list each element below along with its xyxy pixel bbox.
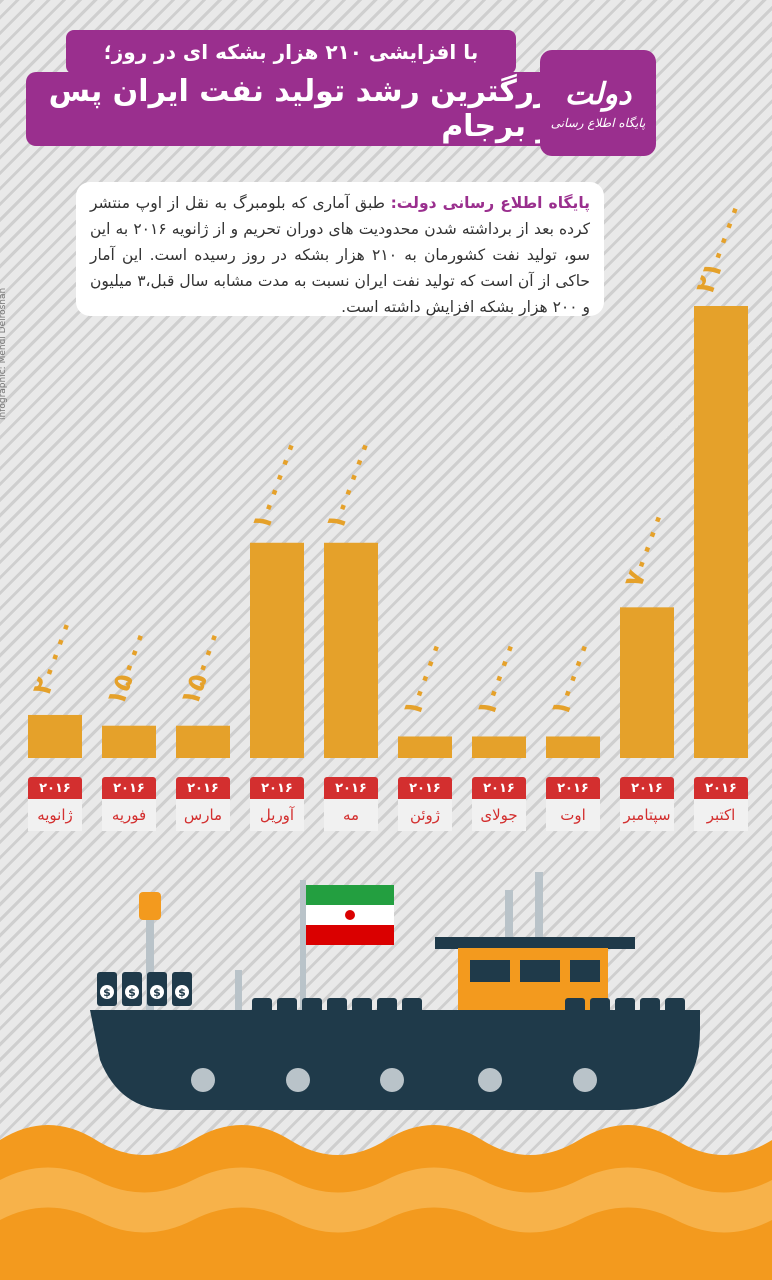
month-name-label: سپتامبر bbox=[620, 799, 674, 831]
month-chip-4: ۲۰۱۶ مه bbox=[324, 777, 378, 831]
oil-tanker-illustration: $$$$$$$$$$$$$$$$ bbox=[90, 872, 700, 1110]
barrel-dollar-badge bbox=[175, 985, 189, 999]
month-name-label: آوریل bbox=[250, 799, 304, 831]
ship-hull bbox=[90, 1010, 700, 1110]
month-name-label: فوریه bbox=[102, 799, 156, 831]
barrel-dollar-sign: $ bbox=[153, 986, 161, 999]
bridge-roof bbox=[435, 937, 635, 949]
porthole-3 bbox=[380, 1068, 404, 1092]
month-name-label: ژوئن bbox=[398, 799, 452, 831]
barrel-dollar-sign: $ bbox=[178, 986, 186, 999]
month-name-label: اوت bbox=[546, 799, 600, 831]
bar-9 bbox=[694, 306, 748, 758]
chimney-right bbox=[535, 872, 543, 942]
month-chip-6: ۲۰۱۶ جولای bbox=[472, 777, 526, 831]
bar-3 bbox=[250, 542, 304, 758]
bar-6 bbox=[472, 736, 526, 758]
month-year-label: ۲۰۱۶ bbox=[398, 777, 452, 799]
month-chip-8: ۲۰۱۶ سپتامبر bbox=[620, 777, 674, 831]
bar-value-label-2: ۱۵۰۰۰ bbox=[175, 625, 230, 710]
mast-mid bbox=[235, 970, 242, 1030]
logo-main-text: دولت bbox=[564, 76, 632, 112]
month-year-label: ۲۰۱۶ bbox=[176, 777, 230, 799]
barrel-dollar-badge bbox=[100, 985, 114, 999]
month-name-label: جولای bbox=[472, 799, 526, 831]
month-year-label: ۲۰۱۶ bbox=[324, 777, 378, 799]
bar-4 bbox=[324, 542, 378, 758]
porthole-1 bbox=[191, 1068, 215, 1092]
dolat-logo: دولت پایگاه اطلاع رسانی bbox=[540, 50, 656, 156]
page-title: بزرگترین رشد تولید نفت ایران پس از برجام bbox=[48, 74, 564, 144]
bar-0 bbox=[28, 714, 82, 758]
subtitle-bar: با افزایشی ۲۱۰ هزار بشکه ای در روز؛ bbox=[66, 30, 516, 74]
bar-value-label-7: ۱۰۰۰۰ bbox=[545, 636, 600, 721]
barrel-dollar-sign: $ bbox=[103, 986, 111, 999]
month-chip-7: ۲۰۱۶ اوت bbox=[546, 777, 600, 831]
month-chip-3: ۲۰۱۶ آوریل bbox=[250, 777, 304, 831]
bar-value-label-6: ۱۰۰۰۰ bbox=[471, 636, 526, 721]
bar-8 bbox=[620, 607, 674, 758]
bar-7 bbox=[546, 736, 600, 758]
flag-pole bbox=[300, 880, 306, 1030]
bar-value-label-8: ۷۰۰۰۰ bbox=[619, 507, 674, 592]
month-year-label: ۲۰۱۶ bbox=[250, 777, 304, 799]
month-year-label: ۲۰۱۶ bbox=[620, 777, 674, 799]
bar-value-label-3: ۱۰۰۰۰۰ bbox=[246, 435, 307, 535]
barrel-dollar-badge bbox=[150, 985, 164, 999]
porthole-4 bbox=[478, 1068, 502, 1092]
bar-1 bbox=[102, 725, 156, 758]
description-lead: پایگاه اطلاع رسانی دولت: bbox=[390, 194, 590, 212]
sea-waves bbox=[0, 1125, 772, 1280]
month-year-label: ۲۰۱۶ bbox=[472, 777, 526, 799]
logo-sub-text: پایگاه اطلاع رسانی bbox=[550, 115, 646, 130]
month-name-label: مه bbox=[324, 799, 378, 831]
bar-5 bbox=[398, 736, 452, 758]
iran-flag bbox=[306, 885, 394, 945]
bar-value-label-5: ۱۰۰۰۰ bbox=[397, 636, 452, 721]
bar-value-label-1: ۱۵۰۰۰ bbox=[101, 625, 156, 710]
barrel-dollar-badge bbox=[125, 985, 139, 999]
month-chip-5: ۲۰۱۶ ژوئن bbox=[398, 777, 452, 831]
month-chip-1: ۲۰۱۶ فوریه bbox=[102, 777, 156, 831]
bar-value-label-4: ۱۰۰۰۰۰ bbox=[320, 435, 381, 535]
mast-light bbox=[139, 892, 161, 920]
bridge-window-2 bbox=[520, 960, 560, 982]
barrel-dollar-sign: $ bbox=[128, 986, 136, 999]
porthole-5 bbox=[573, 1068, 597, 1092]
description-box: پایگاه اطلاع رسانی دولت: طبق آماری که بل… bbox=[76, 182, 604, 316]
month-chip-9: ۲۰۱۶ اکتبر bbox=[694, 777, 748, 831]
bar-2 bbox=[176, 725, 230, 758]
title-bar: بزرگترین رشد تولید نفت ایران پس از برجام bbox=[26, 72, 564, 146]
month-year-label: ۲۰۱۶ bbox=[546, 777, 600, 799]
porthole-2 bbox=[286, 1068, 310, 1092]
month-chip-0: ۲۰۱۶ ژانویه bbox=[28, 777, 82, 831]
bridge-window-3 bbox=[570, 960, 600, 982]
month-name-label: اکتبر bbox=[694, 799, 748, 831]
month-year-label: ۲۰۱۶ bbox=[28, 777, 82, 799]
mast-left bbox=[146, 920, 154, 1010]
month-name-label: ژانویه bbox=[28, 799, 82, 831]
description-body: طبق آماری که بلومبرگ به نقل از اوپ منتشر… bbox=[90, 194, 591, 316]
subtitle-text: با افزایشی ۲۱۰ هزار بشکه ای در روز؛ bbox=[103, 40, 479, 64]
bridge-window-1 bbox=[470, 960, 510, 982]
month-year-label: ۲۰۱۶ bbox=[102, 777, 156, 799]
month-year-label: ۲۰۱۶ bbox=[694, 777, 748, 799]
chimney-left bbox=[505, 890, 513, 950]
month-name-label: مارس bbox=[176, 799, 230, 831]
month-chip-2: ۲۰۱۶ مارس bbox=[176, 777, 230, 831]
bar-value-label-0: ۲۰۰۰۰ bbox=[27, 614, 82, 699]
production-bar-chart: ۲۰۰۰۰ ۱۵۰۰۰ ۱۵۰۰۰ ۱۰۰۰۰۰ ۱۰۰۰۰۰ ۱۰۰۰۰ ۱۰۰۰۰ ۱۰۰… bbox=[27, 198, 751, 758]
bar-value-label-9: ۲۱۰۰۰۰ bbox=[690, 198, 751, 298]
